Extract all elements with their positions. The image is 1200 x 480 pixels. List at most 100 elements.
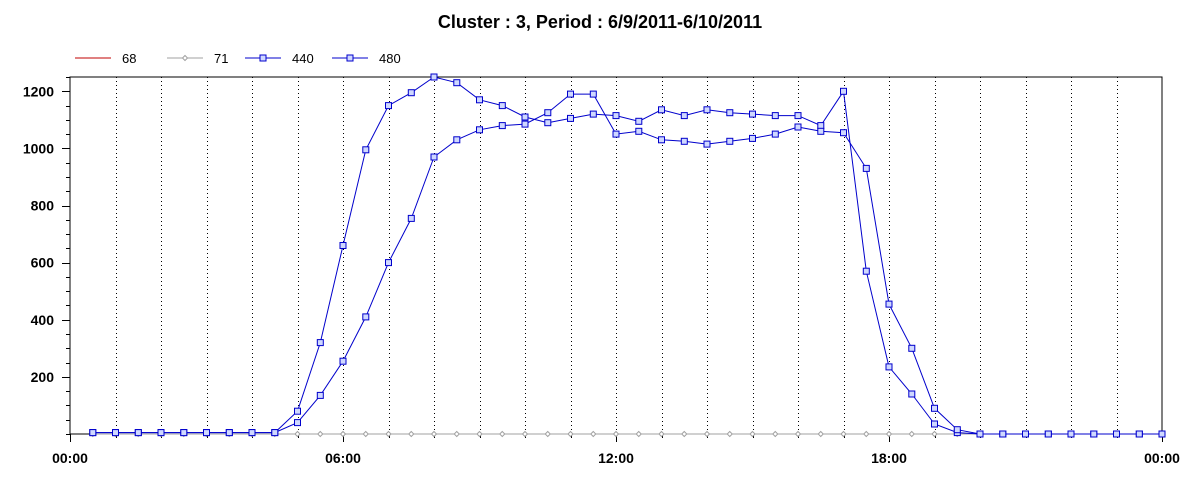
data-point bbox=[749, 430, 756, 438]
x-tick-label: 00:00 bbox=[52, 450, 88, 466]
data-point bbox=[908, 430, 915, 438]
data-point bbox=[430, 430, 438, 438]
plot-frame bbox=[69, 76, 1163, 435]
data-point bbox=[953, 426, 961, 434]
data-point bbox=[771, 112, 779, 120]
data-point bbox=[1044, 430, 1052, 438]
data-point bbox=[1158, 430, 1166, 438]
data-point bbox=[703, 140, 711, 148]
data-point bbox=[635, 117, 643, 125]
data-point bbox=[612, 130, 620, 138]
legend-item-71: 71 bbox=[167, 51, 228, 66]
data-point bbox=[521, 113, 529, 121]
series-line-440 bbox=[92, 76, 1162, 435]
data-point bbox=[749, 110, 756, 118]
data-point bbox=[1135, 430, 1143, 438]
data-point bbox=[703, 106, 711, 114]
data-point bbox=[430, 153, 438, 161]
data-point bbox=[976, 430, 984, 438]
data-point bbox=[908, 390, 916, 398]
data-point bbox=[680, 112, 688, 120]
y-tick-label: 800 bbox=[31, 198, 55, 214]
data-point bbox=[749, 134, 756, 142]
data-point bbox=[771, 130, 779, 138]
data-point bbox=[1067, 430, 1075, 438]
data-point bbox=[407, 89, 415, 97]
data-point bbox=[271, 429, 279, 437]
data-point bbox=[521, 120, 529, 128]
data-point bbox=[294, 419, 301, 427]
data-point bbox=[567, 430, 574, 438]
legend-label: 440 bbox=[292, 51, 314, 66]
data-point bbox=[772, 430, 779, 438]
y-tick-label: 1200 bbox=[23, 83, 54, 99]
data-point bbox=[885, 430, 893, 438]
data-point bbox=[590, 430, 597, 438]
data-point bbox=[589, 110, 597, 118]
data-point bbox=[180, 429, 188, 437]
data-point bbox=[316, 391, 324, 399]
data-point bbox=[658, 136, 665, 144]
data-point bbox=[885, 363, 893, 371]
data-point bbox=[248, 429, 256, 437]
grid bbox=[116, 77, 1118, 434]
data-point bbox=[294, 407, 301, 415]
data-point bbox=[316, 339, 324, 347]
legend-item-440: 440 bbox=[245, 51, 314, 66]
data-point bbox=[885, 300, 893, 308]
data-point bbox=[476, 126, 483, 134]
data-point bbox=[567, 114, 574, 122]
legend-item-480: 480 bbox=[332, 51, 401, 66]
data-point bbox=[567, 90, 574, 98]
data-point bbox=[385, 430, 392, 438]
data-point bbox=[362, 146, 370, 154]
x-tick-label: 12:00 bbox=[598, 450, 634, 466]
data-point bbox=[294, 430, 301, 438]
data-point bbox=[658, 430, 665, 438]
axes bbox=[62, 76, 1163, 442]
legend-label: 71 bbox=[214, 51, 228, 66]
legend-marker bbox=[181, 54, 189, 62]
data-point bbox=[863, 430, 870, 438]
data-point bbox=[840, 87, 847, 95]
data-point bbox=[908, 344, 916, 352]
data-point bbox=[89, 429, 97, 437]
data-point bbox=[612, 112, 620, 120]
data-point bbox=[931, 430, 938, 438]
y-tick-label: 600 bbox=[31, 255, 55, 271]
data-point bbox=[931, 420, 938, 428]
x-tick-label: 06:00 bbox=[325, 450, 361, 466]
legend-label: 480 bbox=[379, 51, 401, 66]
data-point bbox=[726, 109, 734, 117]
data-point bbox=[794, 123, 802, 131]
data-point bbox=[498, 122, 506, 130]
data-point bbox=[453, 136, 461, 144]
data-point bbox=[225, 429, 233, 437]
legend-marker bbox=[259, 54, 267, 62]
data-point bbox=[726, 137, 734, 145]
data-point bbox=[999, 430, 1007, 438]
data-point bbox=[681, 430, 688, 438]
y-tick-label: 200 bbox=[31, 369, 55, 385]
data-point bbox=[134, 429, 142, 437]
data-point bbox=[658, 106, 665, 114]
legend-item-68: 68 bbox=[75, 51, 136, 66]
data-point bbox=[453, 430, 460, 438]
data-point bbox=[862, 164, 870, 172]
data-point bbox=[1113, 430, 1120, 438]
data-point bbox=[408, 430, 415, 438]
data-point bbox=[407, 214, 415, 222]
legend: 68 71 440 480 bbox=[75, 51, 401, 66]
series-440 bbox=[89, 73, 1166, 438]
data-point bbox=[931, 404, 938, 412]
data-point bbox=[703, 430, 711, 438]
data-point bbox=[112, 429, 119, 437]
data-point bbox=[339, 357, 347, 365]
series-480 bbox=[89, 90, 1166, 438]
data-point bbox=[794, 112, 802, 120]
data-point bbox=[203, 429, 210, 437]
data-point bbox=[498, 102, 506, 110]
data-point bbox=[817, 127, 825, 135]
data-point bbox=[1022, 430, 1029, 438]
